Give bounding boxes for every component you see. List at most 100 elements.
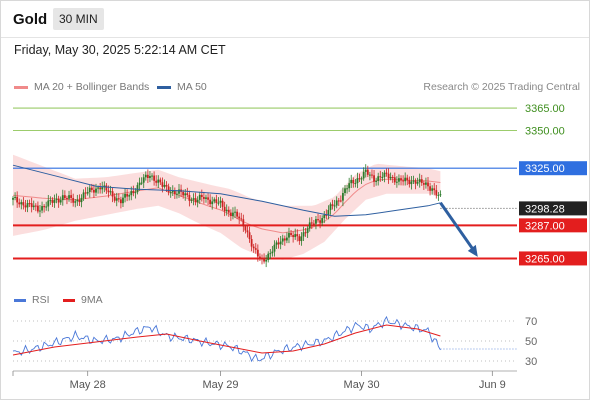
candle-body xyxy=(30,203,33,208)
candle-body xyxy=(425,182,427,185)
candle-body xyxy=(225,209,228,212)
candle-body xyxy=(140,182,143,184)
candle-body xyxy=(267,253,270,260)
candle-body xyxy=(315,219,317,224)
candle-body xyxy=(120,199,122,204)
candle-body xyxy=(377,176,380,181)
candle-body xyxy=(167,186,170,193)
level-label: 3287.00 xyxy=(525,220,565,232)
candle-body xyxy=(261,258,263,260)
candle-body xyxy=(250,239,253,247)
instrument-title: Gold xyxy=(13,11,48,28)
candle-body xyxy=(115,198,118,201)
candle-body xyxy=(132,191,135,194)
candle-body xyxy=(200,194,203,198)
candle-body xyxy=(275,242,278,245)
candle-body xyxy=(294,234,297,238)
candle-body xyxy=(331,204,334,206)
candle-body xyxy=(169,192,172,194)
candle-body xyxy=(371,174,373,176)
timeframe-button[interactable]: 30 MIN xyxy=(53,8,104,30)
candle-body xyxy=(325,214,328,216)
candle-body xyxy=(90,187,93,190)
rsi-swatch xyxy=(14,298,26,302)
current-price-label: 3298.28 xyxy=(525,203,565,215)
candle-body xyxy=(80,197,83,203)
candle-body xyxy=(317,219,319,221)
candle-body xyxy=(288,233,290,238)
candle-body xyxy=(402,180,404,182)
candle-body xyxy=(182,191,185,196)
candle-body xyxy=(109,191,112,193)
candle-body xyxy=(302,232,305,237)
candle-body xyxy=(165,184,168,187)
candle-body xyxy=(194,198,197,203)
candle-body xyxy=(43,206,46,208)
candle-body xyxy=(188,195,191,201)
candle-body xyxy=(242,219,245,227)
candle-body xyxy=(271,251,274,254)
candle-body xyxy=(117,198,120,200)
candle-body xyxy=(404,177,407,182)
candle-body xyxy=(286,237,288,241)
candle-body xyxy=(93,189,95,193)
candle-body xyxy=(12,197,14,200)
candle-body xyxy=(279,241,282,245)
candle-body xyxy=(362,171,365,179)
candle-body xyxy=(427,182,429,187)
candle-body xyxy=(329,204,332,210)
candle-body xyxy=(433,188,436,191)
candle-body xyxy=(346,188,348,190)
candle-body xyxy=(70,195,72,198)
candle-body xyxy=(406,177,409,181)
candle-body xyxy=(350,179,353,184)
candle-body xyxy=(344,188,346,194)
candle-body xyxy=(134,192,137,194)
candle-body xyxy=(113,196,116,201)
candle-body xyxy=(221,200,224,207)
candle-body xyxy=(248,232,251,240)
candle-body xyxy=(252,246,255,249)
candle-body xyxy=(323,214,326,219)
candle-body xyxy=(136,185,139,193)
x-tick-label: May 29 xyxy=(202,379,238,391)
candle-body xyxy=(20,202,23,205)
x-tick-label: Jun 9 xyxy=(479,379,506,391)
level-label-box xyxy=(519,251,587,266)
candle-body xyxy=(82,192,85,198)
legend-rsi-ma: 9MA xyxy=(63,294,103,306)
candle-body xyxy=(437,194,440,196)
candle-body xyxy=(281,238,284,242)
candle-body xyxy=(126,193,129,197)
candle-body xyxy=(263,258,265,262)
level-label-box xyxy=(519,161,587,176)
level-label: 3265.00 xyxy=(525,253,565,265)
candle-body xyxy=(37,205,39,212)
candle-body xyxy=(55,198,58,200)
candle-body xyxy=(88,187,91,193)
candle-body xyxy=(321,218,324,223)
candle-body xyxy=(369,174,371,176)
candle-body xyxy=(339,200,342,202)
candle-body xyxy=(383,172,386,177)
candle-body xyxy=(358,178,361,180)
candle-body xyxy=(308,222,311,229)
candle-body xyxy=(373,175,375,182)
candle-body xyxy=(306,228,309,233)
candle-body xyxy=(18,202,21,205)
forecast-arrow-shaft xyxy=(439,201,477,253)
candle-body xyxy=(176,193,178,195)
candle-body xyxy=(57,198,60,203)
candle-body xyxy=(238,216,241,219)
candle-body xyxy=(236,211,238,217)
candle-body xyxy=(277,242,280,245)
candle-body xyxy=(78,199,81,203)
legend-ma20-label: MA 20 + Bollinger Bands xyxy=(34,81,150,93)
candle-body xyxy=(342,193,344,201)
ma50-line xyxy=(12,164,441,217)
candle-body xyxy=(379,176,382,178)
level-label: 3350.00 xyxy=(525,126,565,138)
candle-body xyxy=(209,199,212,205)
candle-body xyxy=(259,256,261,259)
